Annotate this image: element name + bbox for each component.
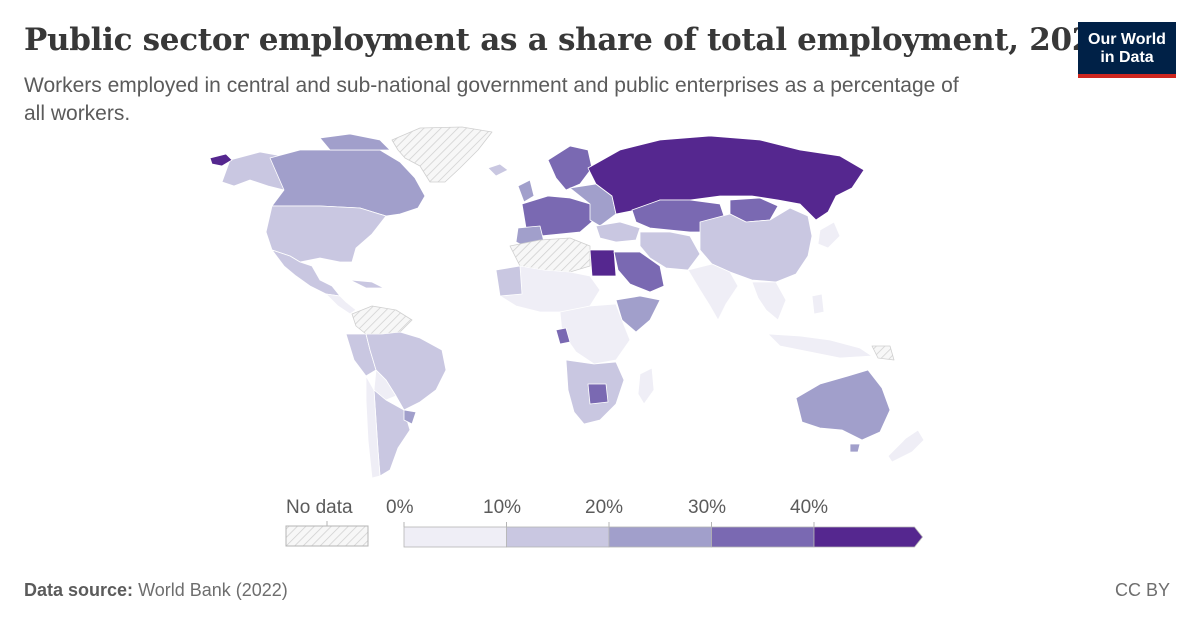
region-chile[interactable]: [365, 375, 381, 479]
region-central-america[interactable]: [325, 293, 357, 315]
legend-color-bar: [403, 522, 924, 548]
legend-bin-0[interactable]: [403, 526, 507, 548]
region-australia[interactable]: [795, 369, 891, 441]
chart-title: Public sector employment as a share of t…: [24, 22, 1115, 58]
legend-no-data-swatch: [285, 525, 369, 547]
region-iceland[interactable]: [487, 163, 509, 177]
region-uk[interactable]: [517, 179, 535, 203]
legend-tick-20: 20%: [585, 497, 624, 518]
region-india[interactable]: [687, 263, 739, 321]
region-west-africa[interactable]: [495, 265, 601, 313]
chart-subtitle: Workers employed in central and sub-nati…: [24, 74, 959, 125]
region-southeast-asia[interactable]: [751, 281, 787, 321]
region-uruguay[interactable]: [403, 409, 417, 425]
region-caribbean[interactable]: [349, 279, 385, 289]
region-bolivia[interactable]: [373, 369, 397, 401]
region-mauritania[interactable]: [495, 265, 523, 297]
legend-tick-10: 10%: [483, 497, 522, 518]
region-egypt[interactable]: [589, 249, 617, 277]
logo-line-1: Our World: [1088, 31, 1166, 48]
region-aleutian[interactable]: [209, 153, 233, 167]
license-link[interactable]: CC BY: [1114, 580, 1170, 600]
legend-bin-4[interactable]: [813, 526, 924, 548]
region-arabia[interactable]: [613, 251, 665, 293]
data-source: Data source: World Bank (2022): [24, 580, 288, 601]
region-png[interactable]: [871, 345, 895, 361]
legend-tick-0: 0%: [386, 497, 414, 518]
region-turkey[interactable]: [595, 221, 641, 243]
legend-bin-2[interactable]: [608, 526, 712, 548]
region-russia[interactable]: [587, 135, 865, 221]
logo-line-2: in Data: [1100, 49, 1154, 66]
region-madagascar[interactable]: [637, 367, 655, 405]
legend-no-data-label: No data: [286, 497, 353, 518]
region-canada-islands[interactable]: [319, 133, 391, 151]
data-source-label: Data source:: [24, 580, 134, 600]
region-greenland[interactable]: [391, 126, 493, 183]
region-colombia-venezuela[interactable]: [351, 305, 413, 335]
region-new-zealand[interactable]: [887, 429, 925, 463]
region-alaska[interactable]: [221, 151, 285, 191]
region-gabon[interactable]: [555, 327, 571, 345]
data-source-value[interactable]: World Bank (2022): [138, 580, 288, 600]
region-indonesia[interactable]: [767, 333, 873, 359]
region-philippines[interactable]: [811, 293, 825, 315]
region-scandinavia[interactable]: [547, 145, 593, 191]
legend-bin-3[interactable]: [711, 526, 815, 548]
region-central-africa[interactable]: [559, 303, 631, 365]
owid-logo[interactable]: Our World in Data: [1078, 22, 1176, 78]
legend-bin-1[interactable]: [506, 526, 610, 548]
region-botswana[interactable]: [587, 383, 609, 405]
legend-tick-40: 40%: [790, 497, 829, 518]
region-japan[interactable]: [817, 221, 841, 249]
legend-tick-30: 30%: [688, 497, 727, 518]
region-tasmania[interactable]: [849, 443, 861, 453]
region-mexico[interactable]: [271, 249, 341, 297]
